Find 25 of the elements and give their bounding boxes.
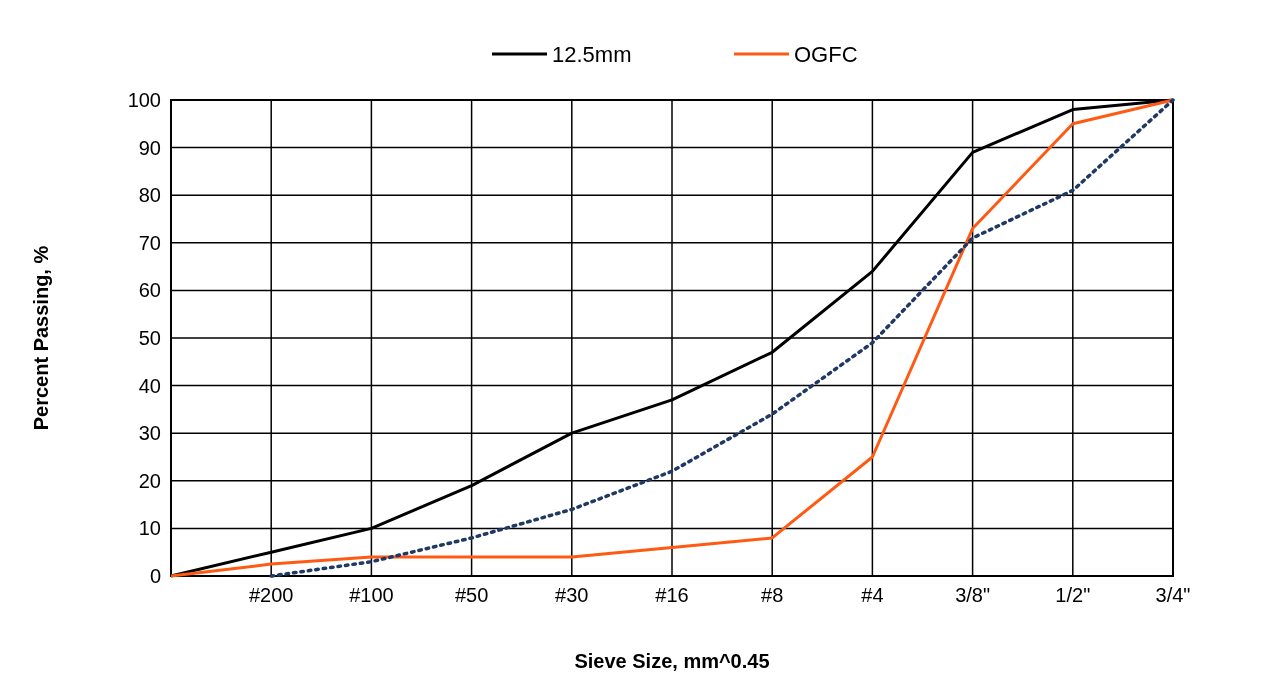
- y-tick-label: 30: [138, 422, 161, 445]
- y-tick-label: 100: [127, 89, 161, 111]
- x-tick-label: 1/2": [1055, 584, 1091, 606]
- x-tick-label: #50: [454, 584, 489, 606]
- y-tick-label: 60: [138, 279, 161, 302]
- x-tick-label: #200: [248, 584, 294, 606]
- y-tick-label: 0: [149, 565, 161, 587]
- x-tick-label: #4: [861, 584, 884, 606]
- y-tick-label: 40: [138, 374, 161, 397]
- y-tick-label: 80: [138, 184, 161, 207]
- x-tick-label: #30: [555, 584, 589, 606]
- x-axis-title: Sieve Size, mm^0.45: [574, 650, 770, 672]
- legend-label: 12.5mm: [552, 41, 632, 67]
- y-tick-label: 70: [138, 231, 161, 254]
- y-tick-label: 20: [138, 469, 161, 492]
- y-tick-label: 90: [138, 136, 161, 159]
- x-tick-label: #16: [655, 584, 689, 606]
- y-tick-label: 10: [138, 517, 161, 540]
- x-tick-label: 3/4": [1155, 584, 1191, 606]
- y-tick-label: 50: [138, 327, 161, 349]
- y-axis-title: Percent Passing, %: [30, 245, 52, 431]
- x-tick-label: 3/8": [955, 584, 991, 606]
- x-tick-label: #8: [761, 584, 784, 606]
- legend-label: OGFC: [794, 41, 858, 67]
- x-tick-label: #100: [349, 584, 394, 606]
